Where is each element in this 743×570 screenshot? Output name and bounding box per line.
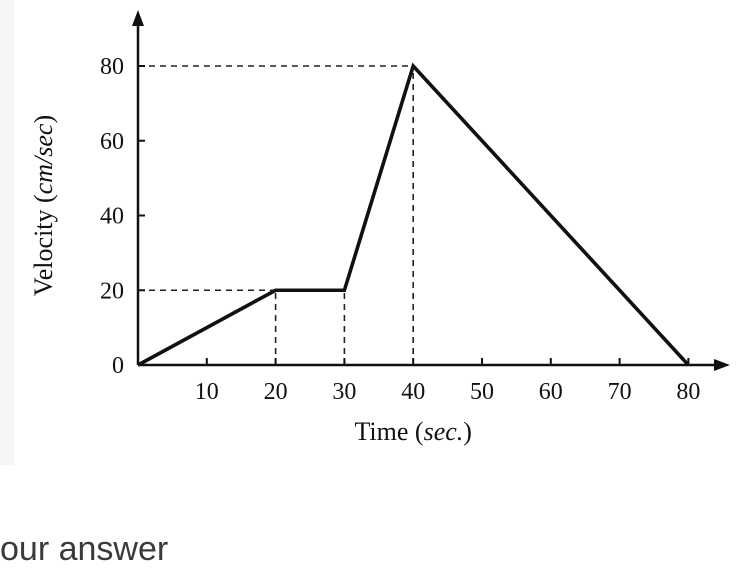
x-tick-label: 70 (608, 379, 632, 405)
answer-prompt-text: our answer (0, 530, 169, 568)
x-axis-unit: sec. (424, 417, 464, 446)
axes (132, 10, 730, 371)
y-ticks: 0 20 40 60 80 (100, 54, 145, 379)
left-margin-strip (0, 0, 14, 465)
x-tick-label: 80 (676, 379, 700, 405)
x-ticks: 10 20 30 40 50 60 70 80 (195, 358, 700, 405)
x-tick-label: 50 (470, 379, 494, 405)
y-tick-label: 20 (100, 278, 124, 304)
y-axis-arrow (132, 10, 144, 26)
x-axis-title: Time (sec.) (354, 417, 472, 446)
x-axis-label: Time (354, 417, 408, 446)
series (137, 62, 690, 367)
x-tick-label: 60 (539, 379, 563, 405)
velocity-time-chart: 10 20 30 40 50 60 70 80 0 20 40 60 80 Time (sec.) V… (29, 10, 730, 446)
x-tick-label: 40 (401, 379, 425, 405)
y-axis-unit: cm/sec (29, 123, 58, 194)
x-axis-arrow (714, 359, 730, 371)
y-tick-label: 80 (100, 54, 124, 80)
reference-lines (138, 65, 415, 365)
y-axis-title: Velocity (cm/sec) (29, 115, 58, 296)
y-axis-label: Velocity (29, 209, 58, 296)
x-tick-label: 30 (332, 379, 356, 405)
y-tick-label: 0 (112, 353, 124, 379)
y-tick-label: 60 (100, 129, 124, 155)
x-tick-label: 20 (264, 379, 288, 405)
x-tick-label: 10 (195, 379, 219, 405)
y-tick-label: 40 (100, 204, 124, 230)
